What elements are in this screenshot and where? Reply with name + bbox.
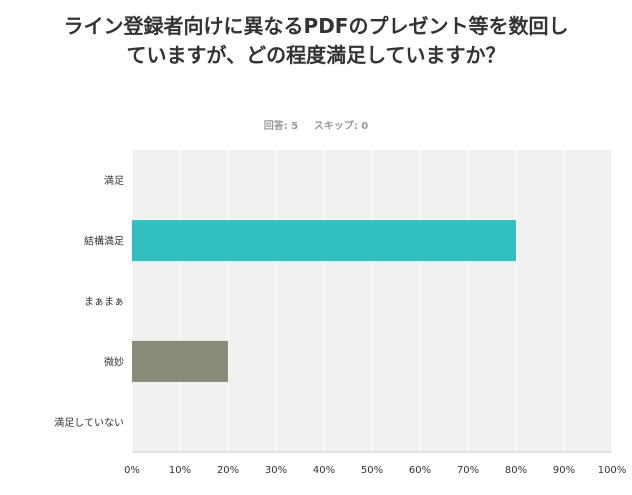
tick-label-90: 90% bbox=[553, 465, 575, 476]
bar-1 bbox=[132, 220, 516, 262]
skipped-count: スキップ: 0 bbox=[313, 121, 369, 132]
tick-label-60: 60% bbox=[409, 465, 431, 476]
tick-label-70: 70% bbox=[457, 465, 479, 476]
category-label-1: 結構満足 bbox=[84, 235, 124, 248]
tick-label-10: 10% bbox=[169, 465, 191, 476]
tick-label-100: 100% bbox=[598, 465, 627, 476]
answered-count: 回答: 5 bbox=[263, 121, 299, 132]
tick-label-50: 50% bbox=[361, 465, 383, 476]
category-label-0: 満足 bbox=[104, 175, 124, 187]
response-stats: 回答: 5 スキップ: 0 bbox=[0, 117, 632, 132]
tick-label-30: 30% bbox=[265, 465, 287, 476]
tick-label-0: 0% bbox=[124, 465, 140, 476]
bar-3 bbox=[132, 340, 228, 382]
category-label-3: 微妙 bbox=[104, 355, 124, 368]
question-title: ライン登録者向けに異なるPDFのプレゼント等を数回していますが、どの程度満足して… bbox=[63, 14, 569, 67]
category-label-2: まぁまぁ bbox=[84, 296, 124, 308]
tick-label-40: 40% bbox=[313, 465, 335, 476]
category-label-4: 満足していない bbox=[54, 417, 124, 429]
tick-label-20: 20% bbox=[217, 465, 239, 476]
tick-label-80: 80% bbox=[505, 465, 527, 476]
